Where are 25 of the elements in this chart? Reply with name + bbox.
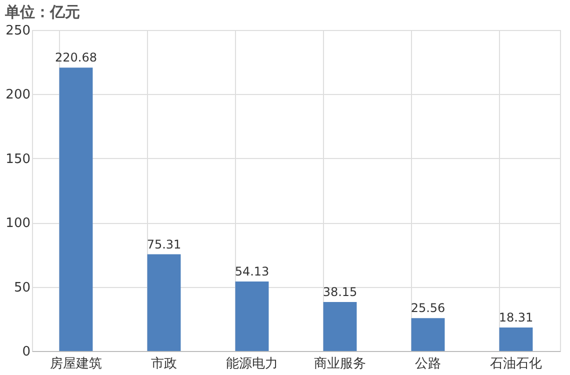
- x-tick-label: 商业服务: [314, 356, 366, 372]
- y-tick-label: 200: [6, 88, 30, 103]
- x-tick-label: 公路: [415, 356, 441, 372]
- chart-title: 单位：亿元: [4, 3, 80, 21]
- x-tick-label: 房屋建筑: [50, 356, 102, 372]
- bar: [59, 68, 93, 351]
- data-label: 75.31: [146, 237, 182, 252]
- x-tick-label: 市政: [151, 356, 177, 372]
- y-tick-label: 100: [6, 216, 30, 232]
- data-label: 18.31: [498, 310, 534, 324]
- bar: [235, 281, 269, 351]
- data-label: 38.15: [322, 285, 358, 300]
- data-label: 54.13: [234, 264, 270, 278]
- y-tick-label: 50: [14, 280, 30, 296]
- bar: [411, 318, 445, 351]
- bar: [147, 254, 181, 351]
- y-tick-label: 0: [22, 344, 30, 360]
- data-label: 220.68: [55, 50, 97, 65]
- y-tick-label: 250: [6, 24, 30, 38]
- x-tick-label: 能源电力: [226, 356, 278, 372]
- bar: [323, 302, 357, 351]
- bar: [499, 327, 533, 351]
- y-tick-label: 150: [6, 152, 30, 167]
- data-label: 25.56: [410, 301, 446, 316]
- x-tick-label: 石油石化: [490, 356, 542, 372]
